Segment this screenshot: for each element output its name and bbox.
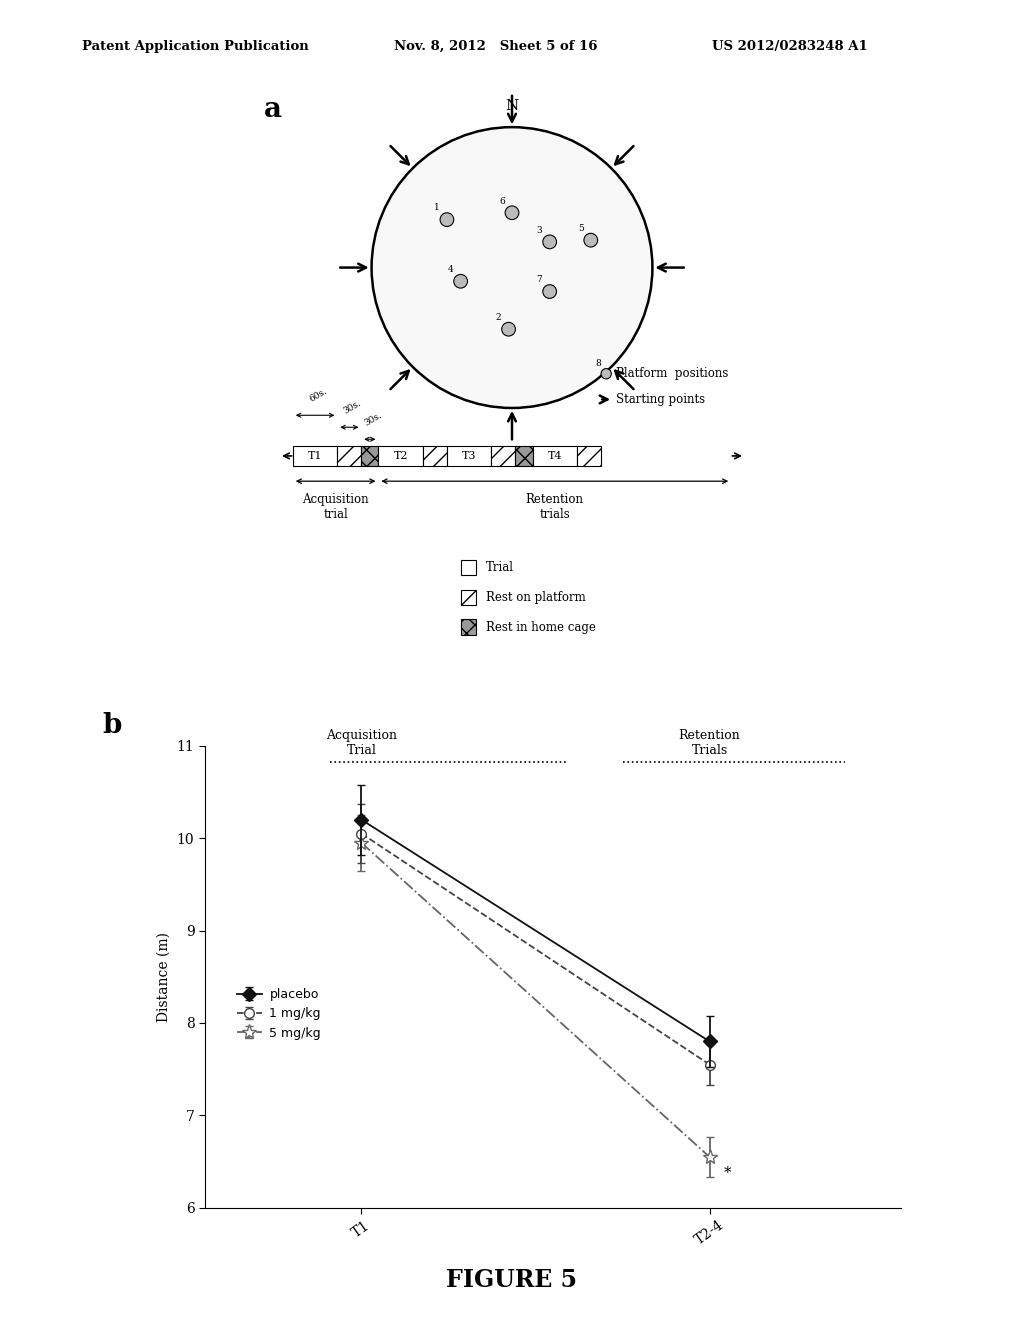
- Text: 4: 4: [447, 265, 454, 275]
- Text: 5: 5: [578, 224, 584, 232]
- Text: 30s.: 30s.: [362, 411, 384, 428]
- Text: 1: 1: [434, 203, 439, 213]
- FancyBboxPatch shape: [337, 446, 361, 466]
- Circle shape: [440, 213, 454, 227]
- Text: b: b: [102, 711, 122, 739]
- Text: 60s.: 60s.: [308, 387, 329, 404]
- FancyBboxPatch shape: [461, 560, 476, 576]
- FancyBboxPatch shape: [578, 446, 601, 466]
- Circle shape: [372, 127, 652, 408]
- Circle shape: [502, 322, 515, 337]
- Text: 8: 8: [595, 359, 601, 368]
- Text: *: *: [724, 1166, 731, 1180]
- FancyBboxPatch shape: [461, 590, 476, 605]
- Circle shape: [543, 285, 556, 298]
- Text: Starting points: Starting points: [616, 393, 706, 407]
- Text: 2: 2: [496, 313, 502, 322]
- Text: Retention
trials: Retention trials: [525, 494, 584, 521]
- Text: US 2012/0283248 A1: US 2012/0283248 A1: [712, 40, 867, 53]
- Text: Trial: Trial: [486, 561, 514, 574]
- Text: Patent Application Publication: Patent Application Publication: [82, 40, 308, 53]
- Text: T3: T3: [462, 451, 476, 461]
- Text: N: N: [506, 99, 518, 114]
- Text: Acquisition
Trial: Acquisition Trial: [326, 729, 397, 756]
- Text: T1: T1: [308, 451, 323, 461]
- Text: Platform  positions: Platform positions: [616, 367, 729, 380]
- Circle shape: [505, 206, 519, 219]
- Text: Retention
Trials: Retention Trials: [679, 729, 740, 756]
- FancyBboxPatch shape: [461, 619, 476, 635]
- Y-axis label: Distance (m): Distance (m): [157, 932, 171, 1022]
- Circle shape: [601, 368, 611, 379]
- Text: Acquisition
trial: Acquisition trial: [302, 494, 369, 521]
- Text: T4: T4: [548, 451, 562, 461]
- FancyBboxPatch shape: [532, 446, 578, 466]
- Text: 7: 7: [537, 276, 543, 284]
- Text: 3: 3: [537, 226, 543, 235]
- FancyBboxPatch shape: [361, 446, 379, 466]
- FancyBboxPatch shape: [379, 446, 423, 466]
- FancyBboxPatch shape: [446, 446, 492, 466]
- Legend: placebo, 1 mg/kg, 5 mg/kg: placebo, 1 mg/kg, 5 mg/kg: [232, 983, 326, 1044]
- Text: a: a: [264, 96, 282, 123]
- FancyBboxPatch shape: [492, 446, 515, 466]
- Text: Rest in home cage: Rest in home cage: [486, 620, 596, 634]
- Text: 30s.: 30s.: [342, 399, 364, 416]
- Circle shape: [584, 234, 598, 247]
- Text: FIGURE 5: FIGURE 5: [446, 1269, 578, 1292]
- FancyBboxPatch shape: [515, 446, 532, 466]
- Text: Nov. 8, 2012   Sheet 5 of 16: Nov. 8, 2012 Sheet 5 of 16: [394, 40, 598, 53]
- FancyBboxPatch shape: [423, 446, 446, 466]
- Text: 6: 6: [499, 197, 505, 206]
- Circle shape: [454, 275, 468, 288]
- Text: T2: T2: [393, 451, 408, 461]
- FancyBboxPatch shape: [293, 446, 337, 466]
- Circle shape: [543, 235, 556, 248]
- Text: Rest on platform: Rest on platform: [486, 591, 586, 603]
